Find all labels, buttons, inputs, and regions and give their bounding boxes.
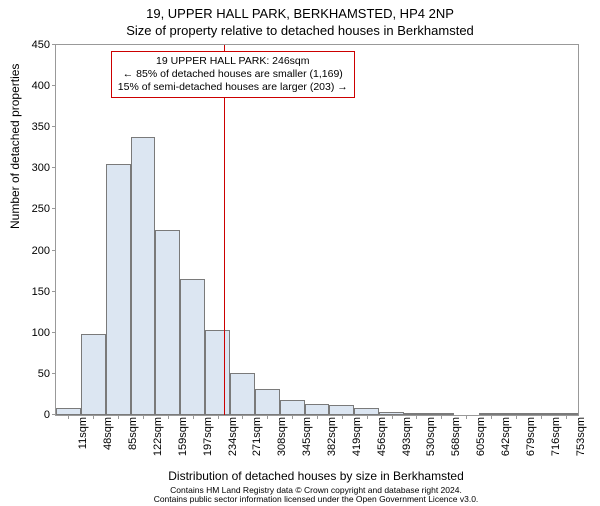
x-tick-mark [566, 415, 567, 419]
histogram-bar [329, 405, 354, 415]
chart-plot-area: 05010015020025030035040045011sqm48sqm85s… [55, 44, 579, 416]
y-tick-label: 0 [44, 409, 56, 421]
x-tick-label: 679sqm [521, 415, 537, 456]
y-tick-label: 400 [32, 80, 56, 92]
x-tick-label: 419sqm [347, 415, 363, 456]
x-tick-label: 197sqm [198, 415, 214, 456]
y-tick-mark [52, 85, 56, 86]
x-tick-mark [367, 415, 368, 419]
annotation-line: 15% of semi-detached houses are larger (… [118, 81, 348, 94]
histogram-bar [155, 230, 180, 415]
y-tick-label: 150 [32, 286, 56, 298]
histogram-bar [131, 137, 156, 415]
x-tick-mark [491, 415, 492, 419]
histogram-bar [230, 373, 255, 415]
x-tick-mark [143, 415, 144, 419]
x-tick-label: 456sqm [372, 415, 388, 456]
x-tick-mark [392, 415, 393, 419]
y-tick-mark [52, 250, 56, 251]
x-tick-mark [516, 415, 517, 419]
y-tick-label: 50 [38, 368, 56, 380]
x-tick-mark [193, 415, 194, 419]
x-tick-mark [441, 415, 442, 419]
x-tick-label: 48sqm [98, 415, 114, 450]
x-tick-mark [317, 415, 318, 419]
x-tick-label: 345sqm [297, 415, 313, 456]
y-tick-mark [52, 332, 56, 333]
x-axis-label: Distribution of detached houses by size … [55, 469, 577, 483]
x-tick-mark [292, 415, 293, 419]
x-tick-mark [242, 415, 243, 419]
y-tick-label: 250 [32, 203, 56, 215]
y-tick-mark [52, 167, 56, 168]
y-tick-mark [52, 208, 56, 209]
annotation-box: 19 UPPER HALL PARK: 246sqm← 85% of detac… [111, 51, 355, 98]
chart-title-sub: Size of property relative to detached ho… [0, 23, 600, 38]
x-tick-mark [218, 415, 219, 419]
x-tick-label: 11sqm [73, 415, 89, 449]
x-tick-mark [466, 415, 467, 419]
histogram-bar [106, 164, 131, 415]
annotation-line: 19 UPPER HALL PARK: 246sqm [118, 55, 348, 68]
x-tick-label: 308sqm [272, 415, 288, 456]
x-tick-mark [541, 415, 542, 419]
x-tick-label: 159sqm [173, 415, 189, 456]
x-tick-label: 530sqm [421, 415, 437, 456]
y-tick-mark [52, 44, 56, 45]
chart-title-main: 19, UPPER HALL PARK, BERKHAMSTED, HP4 2N… [0, 6, 600, 21]
y-tick-mark [52, 291, 56, 292]
y-tick-label: 350 [32, 121, 56, 133]
x-tick-label: 122sqm [148, 415, 164, 456]
copyright-line-2: Contains public sector information licen… [154, 494, 479, 504]
x-tick-mark [168, 415, 169, 419]
x-tick-label: 568sqm [446, 415, 462, 456]
annotation-line: ← 85% of detached houses are smaller (1,… [118, 68, 348, 81]
y-tick-label: 200 [32, 245, 56, 257]
y-axis-label: Number of detached properties [8, 64, 22, 229]
histogram-bar [305, 404, 330, 416]
x-tick-mark [342, 415, 343, 419]
x-tick-label: 234sqm [223, 415, 239, 456]
histogram-bar [205, 330, 230, 415]
x-tick-label: 271sqm [247, 415, 263, 456]
y-tick-label: 100 [32, 327, 56, 339]
histogram-bar [81, 334, 106, 415]
x-tick-label: 85sqm [123, 415, 139, 450]
histogram-bar [280, 400, 305, 415]
x-tick-mark [118, 415, 119, 419]
x-tick-mark [68, 415, 69, 419]
copyright-notice: Contains HM Land Registry data © Crown c… [55, 486, 577, 505]
x-tick-label: 642sqm [496, 415, 512, 456]
x-tick-mark [416, 415, 417, 419]
y-tick-label: 300 [32, 162, 56, 174]
x-tick-label: 493sqm [397, 415, 413, 456]
x-tick-mark [93, 415, 94, 419]
y-tick-mark [52, 126, 56, 127]
histogram-bar [255, 389, 280, 415]
y-tick-label: 450 [32, 39, 56, 51]
x-tick-label: 382sqm [322, 415, 338, 456]
x-tick-label: 753sqm [571, 415, 587, 456]
reference-line [224, 45, 225, 415]
histogram-bar [180, 279, 205, 415]
y-tick-mark [52, 373, 56, 374]
x-tick-mark [267, 415, 268, 419]
x-tick-label: 716sqm [546, 415, 562, 456]
x-tick-label: 605sqm [471, 415, 487, 456]
